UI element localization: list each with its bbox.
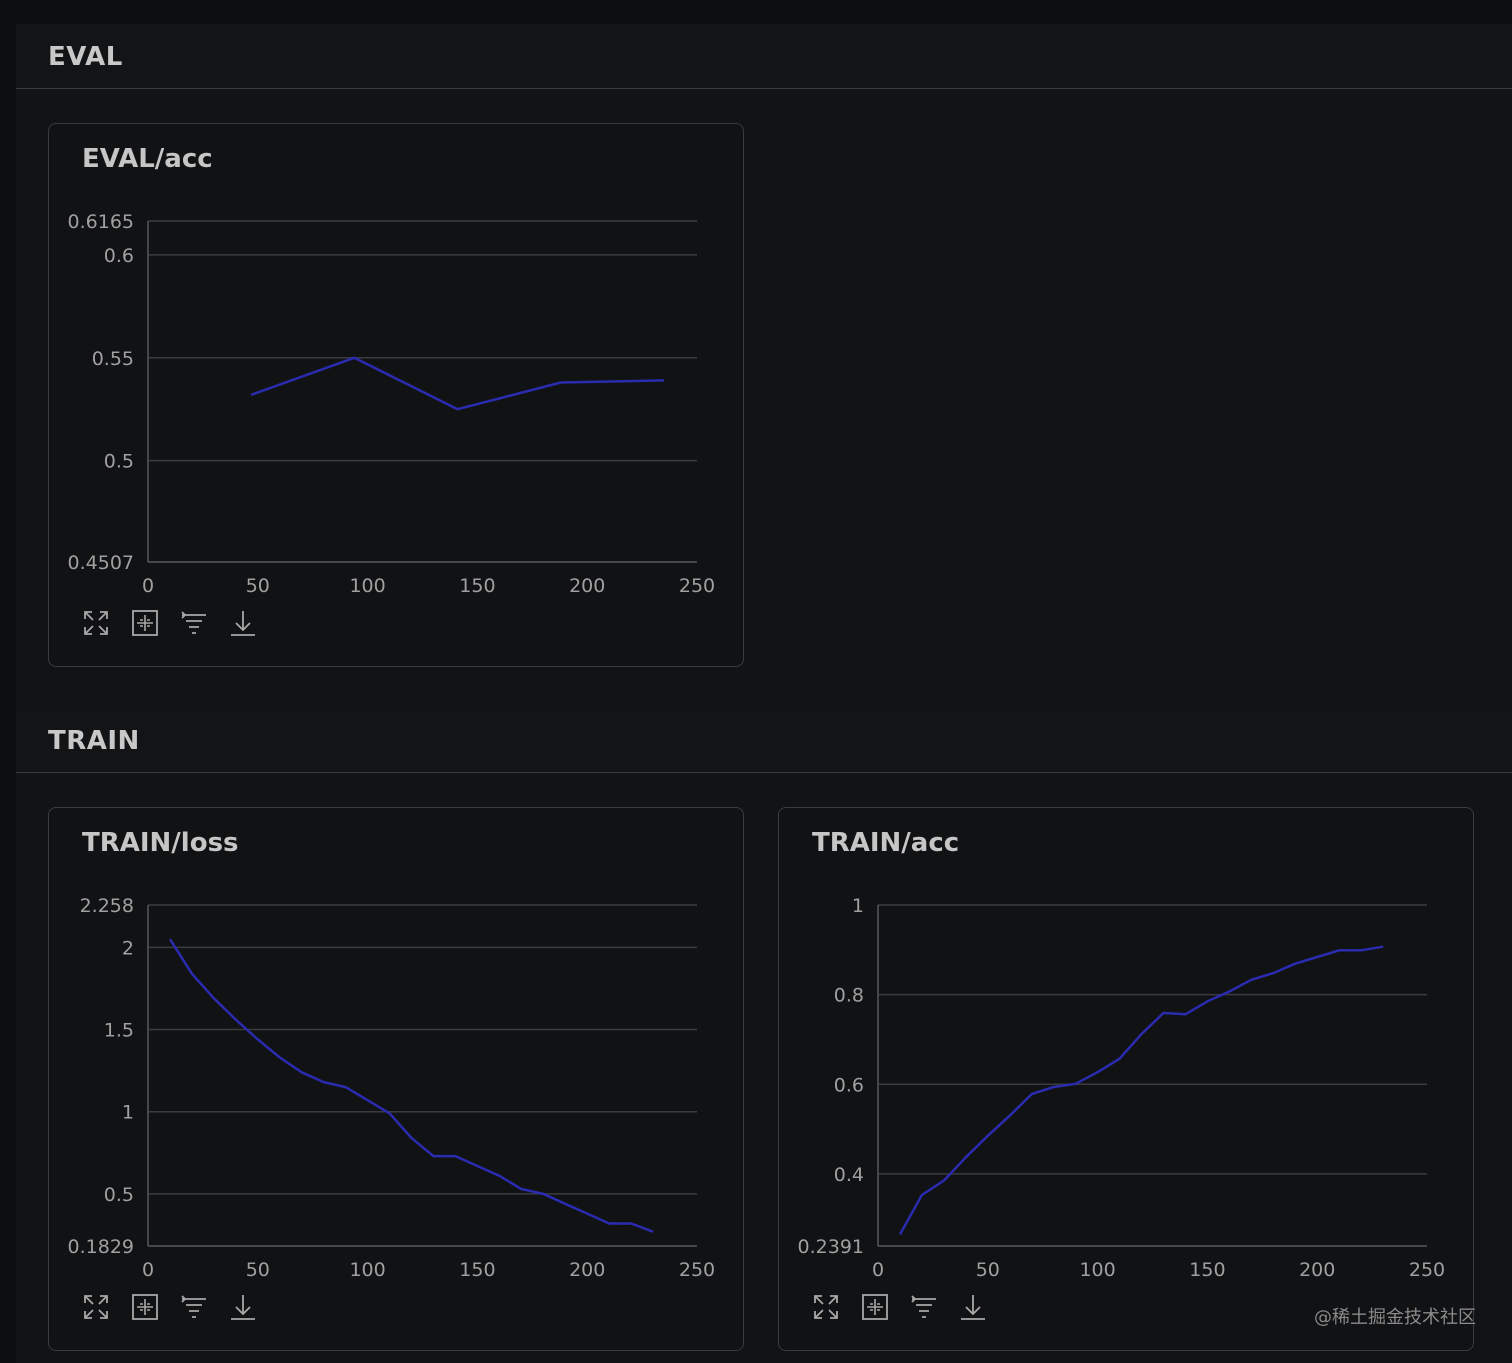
fit-icon	[132, 1294, 158, 1320]
filter-button[interactable]	[179, 608, 209, 638]
fit-icon	[862, 1294, 888, 1320]
x-tick-label: 100	[349, 575, 385, 597]
x-tick-label: 150	[459, 575, 495, 597]
section-title: EVAL	[48, 42, 123, 72]
x-tick-label: 150	[1189, 1259, 1225, 1281]
series-line[interactable]	[250, 356, 665, 411]
x-tick-label: 0	[872, 1259, 884, 1281]
y-tick-label: 0.5	[104, 451, 134, 473]
x-tick-label: 200	[569, 575, 605, 597]
line-chart[interactable]: 0.6165 0.6 0.55 0.5 0.4507 0 50 100 150 200 250	[49, 124, 745, 604]
download-button[interactable]	[228, 608, 258, 638]
x-tick-label: 250	[679, 575, 715, 597]
y-tick-label: 0.4	[834, 1164, 864, 1186]
y-tick-label: 0.8	[834, 985, 864, 1007]
download-icon	[961, 1295, 985, 1320]
y-tick-label: 0.1829	[68, 1236, 134, 1258]
x-tick-label: 100	[349, 1259, 385, 1281]
download-button[interactable]	[228, 1292, 258, 1322]
y-tick-label: 0.6	[834, 1074, 864, 1096]
x-tick-label: 50	[976, 1259, 1000, 1281]
x-tick-label: 200	[569, 1259, 605, 1281]
fit-button[interactable]	[130, 608, 160, 638]
expand-button[interactable]	[81, 1292, 111, 1322]
y-tick-label: 1	[852, 895, 864, 917]
y-tick-label: 0.6	[104, 245, 134, 267]
y-tick-label: 0.4507	[68, 552, 134, 574]
y-tick-label: 0.6165	[68, 211, 134, 233]
fit-icon	[132, 610, 158, 636]
fit-button[interactable]	[860, 1292, 890, 1322]
y-tick-label: 0.55	[92, 348, 134, 370]
series-line[interactable]	[168, 938, 654, 1233]
dashboard: EVAL EVAL/acc 0.6165 0.6 0.55 0.5 0.4507 0 50 1…	[16, 24, 1512, 1363]
y-tick-label: 0.5	[104, 1184, 134, 1206]
x-tick-label: 100	[1079, 1259, 1115, 1281]
x-tick-label: 0	[142, 575, 154, 597]
download-icon	[231, 1295, 255, 1320]
expand-button[interactable]	[811, 1292, 841, 1322]
line-chart[interactable]: 2.258 2 1.5 1 0.5 0.1829 0 50 100 150 200 250	[49, 808, 745, 1288]
x-tick-label: 50	[246, 575, 270, 597]
chart-card-eval-acc: EVAL/acc 0.6165 0.6 0.55 0.5 0.4507 0 50 100 150…	[48, 123, 744, 667]
download-icon	[231, 611, 255, 636]
y-tick-label: 1.5	[104, 1020, 134, 1042]
chart-title: TRAIN/acc	[812, 828, 960, 858]
expand-icon	[84, 611, 108, 635]
chart-title: TRAIN/loss	[82, 828, 239, 858]
y-tick-label: 2	[122, 937, 134, 959]
x-tick-label: 0	[142, 1259, 154, 1281]
line-chart[interactable]: 1 0.8 0.6 0.4 0.2391 0 50 100 150 200 250	[779, 808, 1475, 1288]
x-tick-label: 250	[679, 1259, 715, 1281]
chart-card-train-loss: TRAIN/loss 2.258 2 1.5 1 0.5 0.1829 0 50 100 150 2…	[48, 807, 744, 1351]
y-tick-label: 2.258	[80, 895, 134, 917]
fit-button[interactable]	[130, 1292, 160, 1322]
x-tick-label: 150	[459, 1259, 495, 1281]
download-button[interactable]	[958, 1292, 988, 1322]
x-tick-label: 200	[1299, 1259, 1335, 1281]
section-title: TRAIN	[48, 726, 140, 756]
expand-icon	[814, 1295, 838, 1319]
filter-icon	[911, 1295, 936, 1318]
series-line[interactable]	[898, 945, 1384, 1236]
x-tick-label: 250	[1409, 1259, 1445, 1281]
filter-button[interactable]	[909, 1292, 939, 1322]
filter-icon	[181, 1295, 206, 1318]
filter-icon	[181, 611, 206, 634]
watermark: @稀土掘金技术社区	[1314, 1307, 1476, 1328]
y-tick-label: 0.2391	[798, 1236, 864, 1258]
chart-title: EVAL/acc	[82, 144, 213, 174]
section-header-train[interactable]: TRAIN	[16, 708, 1512, 773]
section-header-eval[interactable]: EVAL	[16, 24, 1512, 89]
expand-button[interactable]	[81, 608, 111, 638]
expand-icon	[84, 1295, 108, 1319]
filter-button[interactable]	[179, 1292, 209, 1322]
chart-card-train-acc: TRAIN/acc 1 0.8 0.6 0.4 0.2391 0 50 100 150 200 25…	[778, 807, 1474, 1351]
x-tick-label: 50	[246, 1259, 270, 1281]
y-tick-label: 1	[122, 1102, 134, 1124]
